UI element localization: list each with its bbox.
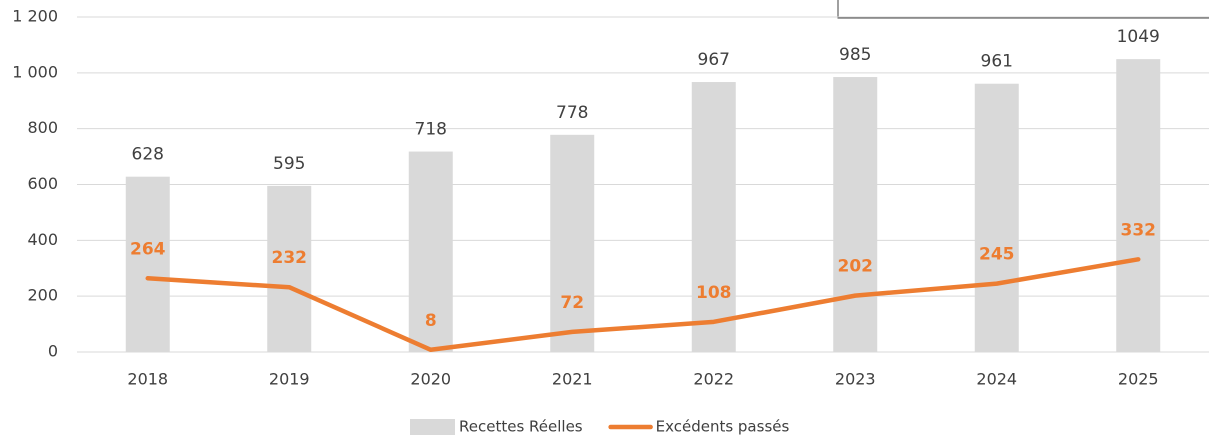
line-value-label: 245 [979, 245, 1015, 265]
bar-value-label: 961 [981, 52, 1013, 72]
y-tick-label: 600 [27, 174, 58, 193]
x-tick-label: 2024 [976, 370, 1017, 389]
annotation-box [837, 0, 1209, 19]
x-tick-label: 2025 [1118, 370, 1159, 389]
y-tick-label: 200 [27, 286, 58, 305]
x-tick-label: 2021 [552, 370, 593, 389]
x-tick-label: 2023 [835, 370, 876, 389]
line-value-label: 232 [272, 248, 308, 268]
bar [125, 176, 170, 352]
legend-label: Excédents passés [656, 418, 790, 436]
line-value-label: 202 [838, 257, 874, 277]
bar [691, 82, 736, 352]
x-tick-label: 2022 [693, 370, 734, 389]
line-value-label: 72 [560, 293, 584, 313]
bar-value-label: 1049 [1117, 27, 1160, 47]
line-value-label: 108 [696, 283, 732, 303]
x-tick-label: 2019 [269, 370, 310, 389]
bar [974, 83, 1019, 353]
line-value-label: 8 [425, 311, 437, 331]
bar [1116, 59, 1161, 352]
bar [267, 185, 312, 352]
bar-value-label: 628 [132, 145, 164, 165]
bar-value-label: 595 [273, 154, 305, 174]
y-tick-label: 1 200 [12, 7, 58, 26]
legend-swatch [410, 419, 455, 435]
line [145, 257, 1141, 353]
y-tick-label: 800 [27, 118, 58, 137]
bar-value-label: 778 [556, 103, 588, 123]
y-tick-label: 1 000 [12, 62, 58, 81]
line-value-label: 264 [130, 239, 166, 259]
x-tick-label: 2020 [410, 370, 451, 389]
y-tick-label: 400 [27, 230, 58, 249]
line-value-label: 332 [1121, 220, 1157, 240]
bar [408, 151, 453, 352]
bar-value-label: 718 [415, 120, 447, 140]
bar [833, 77, 878, 352]
x-tick-label: 2018 [127, 370, 168, 389]
legend-label: Recettes Réelles [459, 418, 583, 436]
y-tick-label: 0 [48, 342, 58, 361]
bar-value-label: 967 [698, 50, 730, 70]
bar-value-label: 985 [839, 45, 871, 65]
bar [550, 134, 595, 352]
